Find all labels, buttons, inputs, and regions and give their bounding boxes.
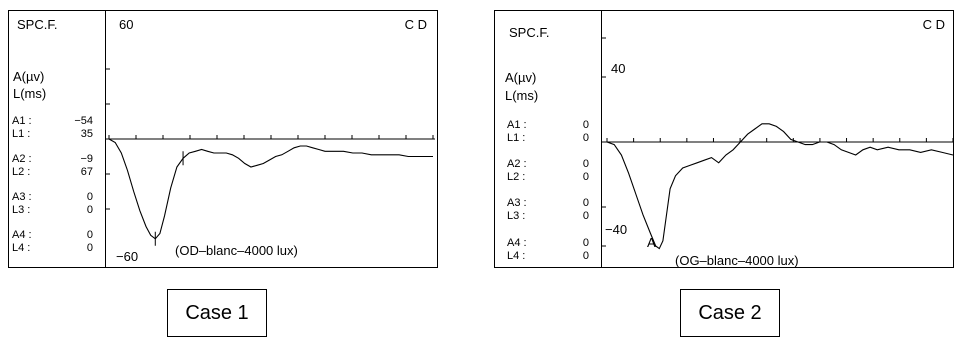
measure-value-l2: 0 [582, 171, 589, 183]
curve-caption: (OG–blanc–4000 lux) [675, 253, 799, 268]
latency-unit-label: L(ms) [505, 88, 539, 103]
measure-value-a2: −9 [80, 153, 93, 165]
erg-curve [108, 138, 433, 240]
measure-label-a1: A1 : [507, 119, 527, 131]
measure-label-l4: L4 : [507, 250, 526, 262]
measure-value-l4: 0 [86, 242, 93, 254]
y-axis-top-label: 40 [611, 61, 626, 76]
measure-label-l4: L4 : [12, 242, 31, 254]
measure-value-l2: 67 [80, 166, 93, 178]
measure-value-l3: 0 [582, 210, 589, 222]
measure-value-a2: 0 [582, 158, 589, 170]
measure-label-l3: L3 : [507, 210, 526, 222]
measure-label-l3: L3 : [12, 204, 31, 216]
case-1-label: Case 1 [167, 289, 267, 337]
panel-header: SPC.F. [509, 25, 550, 40]
measure-value-l1: 0 [582, 132, 589, 144]
latency-unit-label: L(ms) [13, 86, 47, 101]
measure-label-l2: L2 : [507, 171, 526, 183]
erg-panel-case-2: SPC.F. C D A(µv) L(ms) A1 : 0 L1 : 0 A2 … [494, 10, 954, 268]
y-axis-top-label: 60 [119, 17, 134, 32]
erg-plot-case-2 [601, 37, 954, 250]
measure-value-a1: −54 [74, 115, 93, 127]
measure-value-a4: 0 [582, 237, 589, 249]
measure-label-a3: A3 : [12, 191, 32, 203]
measure-label-a4: A4 : [507, 237, 527, 249]
measure-label-a1: A1 : [12, 115, 32, 127]
measure-value-a3: 0 [582, 197, 589, 209]
eye-code: C D [404, 17, 427, 32]
measure-value-a3: 0 [86, 191, 93, 203]
measure-label-a3: A3 : [507, 197, 527, 209]
measure-value-l4: 0 [582, 250, 589, 262]
erg-panel-case-1: SPC.F. C D A(µv) L(ms) A1 : −54 L1 : 35 … [8, 10, 438, 268]
measure-label-l2: L2 : [12, 166, 31, 178]
measure-label-a2: A2 : [507, 158, 527, 170]
measure-value-l3: 0 [86, 204, 93, 216]
eye-code: C D [922, 17, 945, 32]
measure-value-a4: 0 [86, 229, 93, 241]
measure-value-a1: 0 [582, 119, 589, 131]
measure-label-l1: L1 : [12, 128, 31, 140]
amplitude-unit-label: A(µv) [13, 69, 45, 84]
case-2-label: Case 2 [680, 289, 780, 337]
panel-divider [601, 11, 602, 267]
erg-curve [606, 123, 954, 250]
amplitude-unit-label: A(µv) [505, 70, 537, 85]
panel-header: SPC.F. [17, 17, 58, 32]
measure-value-l1: 35 [80, 128, 93, 140]
y-axis-bottom-label: −40 [605, 222, 628, 237]
measure-label-a4: A4 : [12, 229, 32, 241]
measure-label-a2: A2 : [12, 153, 32, 165]
peak-marker-label: A [647, 235, 656, 250]
y-axis-bottom-label: −60 [116, 249, 139, 264]
measure-label-l1: L1 : [507, 132, 526, 144]
curve-caption: (OD–blanc–4000 lux) [175, 243, 298, 258]
erg-plot-case-1 [105, 68, 435, 246]
